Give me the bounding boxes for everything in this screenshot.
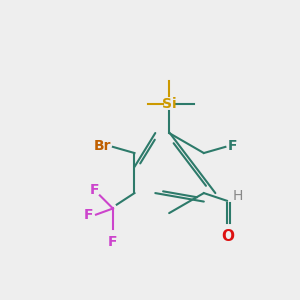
Text: F: F: [228, 139, 237, 153]
Text: Si: Si: [162, 97, 176, 111]
Text: Br: Br: [94, 139, 111, 153]
Text: O: O: [221, 229, 234, 244]
Text: F: F: [83, 208, 93, 222]
Text: H: H: [233, 189, 244, 203]
Text: F: F: [108, 235, 118, 249]
Text: F: F: [90, 183, 99, 197]
